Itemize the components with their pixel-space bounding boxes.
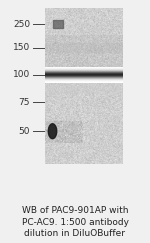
Text: 75: 75 — [18, 97, 30, 107]
Text: WB of PAC9-901AP with
PC-AC9. 1:500 antibody
dilution in DiluOBuffer: WB of PAC9-901AP with PC-AC9. 1:500 anti… — [21, 206, 129, 238]
Polygon shape — [48, 124, 57, 139]
Text: 100: 100 — [13, 70, 30, 79]
Text: 150: 150 — [13, 43, 30, 52]
Text: 250: 250 — [13, 20, 30, 29]
Text: 50: 50 — [18, 127, 30, 136]
